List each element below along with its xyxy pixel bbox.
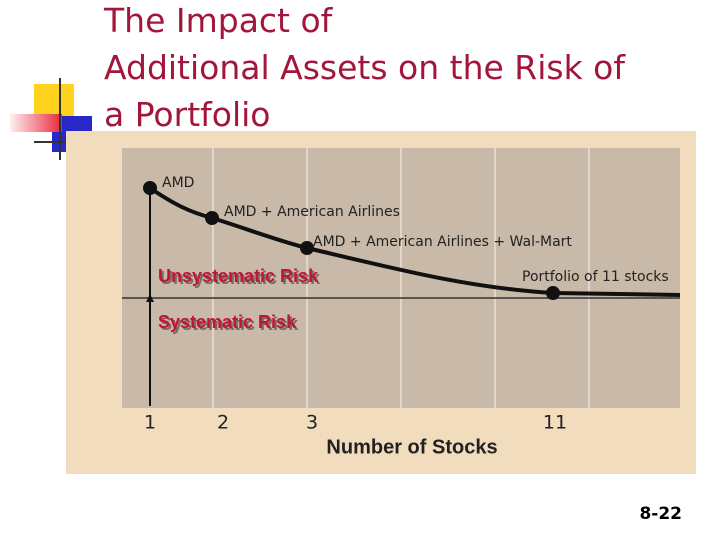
x-tick-label: 3 [306, 412, 318, 434]
arrow-head [146, 294, 154, 302]
x-tick-label: 11 [543, 412, 567, 434]
risk-curve [148, 186, 681, 297]
x-tick-label: 2 [217, 412, 229, 434]
region-label: Unsystematic Risk [158, 266, 319, 286]
x-axis-label: Number of Stocks [326, 436, 497, 458]
point-label: AMD [162, 175, 194, 191]
slide-number: 8-22 [639, 504, 682, 524]
grid [212, 148, 590, 408]
label-shadow: Systematic Risk [160, 314, 299, 334]
label-shadow: Unsystematic Risk [160, 268, 321, 288]
region-label: Systematic Risk [158, 312, 297, 332]
point-label: AMD + American Airlines [224, 204, 400, 220]
title: The Impact of Additional Assets on the Ri… [103, 1, 626, 134]
point-label: AMD + American Airlines + Wal-Mart [313, 234, 572, 250]
point-label: Portfolio of 11 stocks [522, 269, 669, 285]
x-tick-label: 1 [144, 412, 156, 434]
points [143, 181, 560, 300]
